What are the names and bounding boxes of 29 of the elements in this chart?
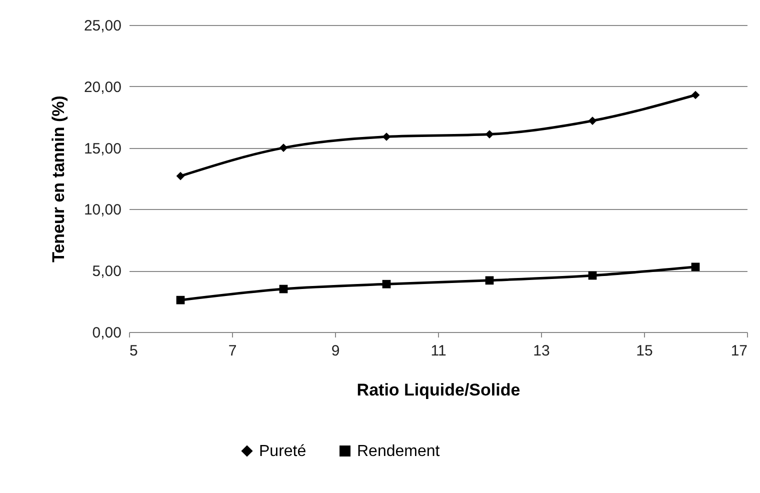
x-tick-label: 7 xyxy=(228,342,237,360)
y-tick-label: 5,00 xyxy=(92,263,122,280)
y-tick-label: 10,00 xyxy=(84,202,122,219)
point xyxy=(485,130,494,138)
point xyxy=(176,296,185,304)
legend-label: Pureté xyxy=(259,443,306,460)
x-tick-label: 15 xyxy=(636,342,653,360)
y-tick-label: 15,00 xyxy=(84,140,122,158)
x-tick-label: 11 xyxy=(430,342,446,360)
point xyxy=(691,90,700,100)
point xyxy=(382,280,391,288)
y-axis-title: Teneur en tannin (%) xyxy=(48,96,68,262)
x-tick-label: 9 xyxy=(331,342,340,360)
point xyxy=(588,271,597,280)
x-tick-label: 5 xyxy=(130,342,138,360)
point xyxy=(279,284,288,294)
y-tick-label: 20,00 xyxy=(84,78,122,96)
x-tick-label: 17 xyxy=(730,342,748,360)
point xyxy=(279,144,288,152)
point xyxy=(588,116,597,125)
point xyxy=(485,276,494,285)
point xyxy=(382,132,391,141)
x-tick-label: 13 xyxy=(533,342,550,360)
y-tick-label: 0,00 xyxy=(92,324,122,342)
legend-label: Rendement xyxy=(357,443,440,460)
x-axis-title: Ratio Liquide/Solide xyxy=(356,380,520,400)
y-tick-label: 25,00 xyxy=(84,18,122,34)
point xyxy=(691,262,700,272)
point xyxy=(176,172,185,180)
